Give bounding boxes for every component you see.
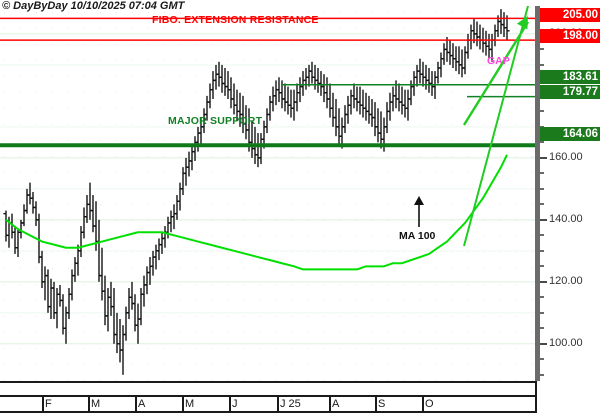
major-support-label: MAJOR SUPPORT: [168, 115, 263, 127]
price-tick-120: [540, 280, 547, 283]
price-tick-165: [540, 141, 544, 144]
price-tag-198-00[interactable]: 198.00: [540, 29, 600, 43]
date-label-A: A: [138, 398, 146, 410]
price-tick-195: [540, 48, 544, 51]
date-axis-bottom-rule: [0, 411, 537, 413]
price-tick-100: [540, 342, 547, 345]
plot-right-border: [535, 6, 537, 381]
date-tick-7: [375, 397, 377, 411]
price-tick-90: [540, 373, 544, 376]
date-tick-0: [42, 397, 44, 411]
price-tick-190: [540, 63, 544, 66]
price-tick-label-100: 100.00: [549, 336, 583, 349]
ma100-pointer-head: [414, 196, 424, 205]
date-axis-mid-rule: [0, 395, 537, 397]
price-tick-110: [540, 311, 544, 314]
plot-grid: [4, 12, 533, 381]
gap-label: GAP: [487, 55, 510, 67]
price-tick-170: [540, 125, 544, 128]
price-tag-179-77[interactable]: 179.77: [540, 85, 600, 99]
date-tick-6: [329, 397, 331, 411]
price-tick-115: [540, 296, 544, 299]
date-label-A: A: [332, 398, 340, 410]
date-label-O: O: [425, 398, 434, 410]
chart-copyright-header: © DayByDay 10/10/2025 07:04 GMT: [2, 0, 185, 12]
price-tick-125: [540, 265, 544, 268]
ma100-line: [5, 154, 508, 271]
price-tick-145: [540, 203, 544, 206]
date-tick-8: [422, 397, 424, 411]
price-axis[interactable]: 100.00120.00140.00160.00200.00205.00198.…: [537, 6, 600, 381]
gap-trend-line: [463, 6, 529, 247]
price-tick-160: [540, 156, 547, 159]
price-tag-205-00[interactable]: 205.00: [540, 8, 600, 22]
price-tick-label-160: 160.00: [549, 150, 583, 163]
support-resistance-lines: [0, 17, 537, 148]
trend-arrows: [414, 16, 530, 227]
date-axis-right-border: [535, 381, 537, 413]
price-plot-area[interactable]: [0, 6, 537, 381]
price-tick-155: [540, 172, 544, 175]
price-tick-95: [540, 358, 544, 361]
date-label-S: S: [378, 398, 386, 410]
date-axis-top-rule: [0, 381, 537, 383]
ma100-label: MA 100: [399, 230, 436, 242]
date-tick-4: [229, 397, 231, 411]
price-tick-105: [540, 327, 544, 330]
price-tick-130: [540, 249, 544, 252]
price-tag-183-61[interactable]: 183.61: [540, 70, 600, 84]
price-tag-164-06[interactable]: 164.06: [540, 127, 600, 141]
date-tick-3: [182, 397, 184, 411]
price-tick-135: [540, 234, 544, 237]
price-axis-line: [537, 6, 540, 381]
ohlc-bars: [3, 9, 510, 375]
date-tick-2: [135, 397, 137, 411]
price-tick-175: [540, 110, 544, 113]
fibo-extension-resistance-label: FIBO. EXTENSION RESISTANCE: [152, 14, 319, 26]
breakout-arrow-head: [516, 16, 528, 30]
price-plot-svg: [0, 6, 537, 381]
price-tick-140: [540, 218, 547, 221]
date-tick-5: [277, 397, 279, 411]
date-tick-1: [88, 397, 90, 411]
breakout-arrow-shaft: [462, 21, 530, 126]
date-axis[interactable]: F M A M J J 25 A S O: [0, 381, 537, 413]
date-label-F: F: [45, 398, 52, 410]
date-label-J: J: [232, 398, 238, 410]
date-label-M: M: [185, 398, 195, 410]
date-label-J-25: J 25: [280, 398, 301, 410]
price-tick-label-140: 140.00: [549, 212, 583, 225]
date-label-M: M: [91, 398, 101, 410]
price-gridlines: [0, 33, 537, 345]
price-tick-150: [540, 187, 544, 190]
price-tick-label-120: 120.00: [549, 274, 583, 287]
